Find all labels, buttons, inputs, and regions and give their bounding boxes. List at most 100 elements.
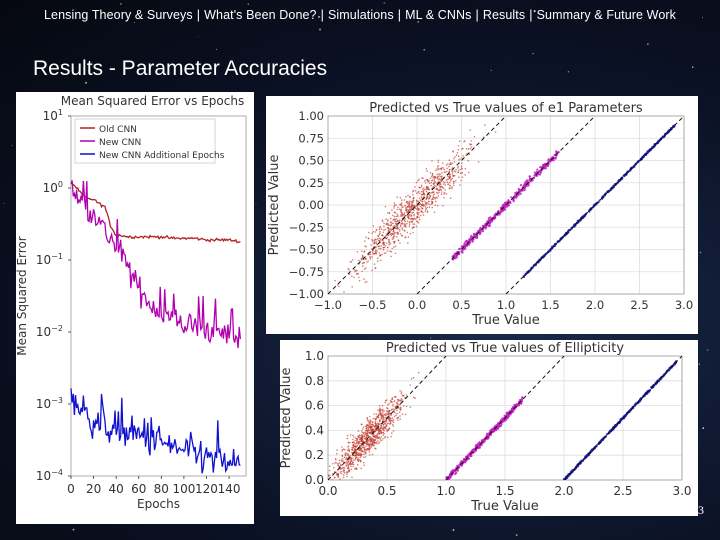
data-point-series-1	[408, 200, 411, 202]
data-point-series-1	[393, 246, 395, 248]
data-point-series-1	[345, 463, 347, 465]
data-point-series-1	[398, 403, 400, 406]
data-point-series-1	[420, 184, 423, 187]
nav-item-whats-been-done[interactable]: What's Been Done?	[204, 8, 317, 22]
data-point-series-1	[362, 432, 365, 435]
data-point-series-1	[417, 190, 420, 193]
data-point-series-1	[396, 213, 398, 215]
data-point-series-1	[385, 252, 387, 254]
data-point-series-1	[401, 227, 403, 229]
data-point-series-1	[403, 213, 405, 216]
data-point-series-2	[536, 168, 539, 171]
data-point-series-2	[528, 177, 532, 180]
data-point-series-1	[396, 196, 398, 198]
data-point-series-1	[372, 253, 374, 255]
data-point-series-1	[382, 438, 384, 440]
data-point-series-1	[386, 422, 389, 425]
data-point-series-1	[437, 173, 440, 175]
data-point-series-1	[426, 179, 429, 182]
data-point-series-1	[357, 442, 359, 445]
data-point-series-1	[369, 422, 372, 424]
data-point-series-1	[420, 194, 423, 196]
y-tick-label: 0.8	[305, 374, 324, 388]
data-point-series-1	[406, 220, 409, 223]
data-point-series-2	[448, 478, 451, 480]
data-point-series-1	[414, 190, 417, 192]
data-point-series-2	[453, 252, 456, 255]
x-tick-label: 1.0	[497, 298, 515, 312]
data-point-series-1	[380, 228, 383, 230]
nav-item-simulations[interactable]: Simulations	[327, 8, 394, 22]
data-point-series-1	[422, 177, 424, 179]
data-point-series-1	[376, 238, 379, 240]
data-point-series-1	[371, 425, 374, 428]
data-point-series-1	[347, 267, 349, 270]
data-point-series-1	[388, 419, 391, 421]
data-point-series-1	[393, 235, 395, 238]
data-point-series-1	[377, 442, 380, 445]
data-point-series-1	[341, 460, 343, 462]
x-tick-label: 120	[195, 482, 218, 496]
data-point-series-1	[391, 222, 393, 225]
nav-item-summary[interactable]: Summary & Future Work	[536, 8, 676, 22]
data-point-series-1	[377, 416, 379, 419]
x-tick-label: 2.5	[613, 484, 632, 498]
data-point-series-1	[433, 182, 435, 184]
ellipticity-chart-panel: Predicted vs True values of Ellipticity 0…	[279, 340, 698, 516]
data-point-series-1	[434, 184, 436, 187]
data-point-series-1	[369, 258, 372, 260]
data-point-series-1	[360, 440, 363, 442]
data-point-series-1	[349, 441, 351, 444]
data-point-series-1	[393, 225, 395, 227]
data-point-series-1	[428, 206, 431, 208]
nav-item-lensing-theory[interactable]: Lensing Theory & Surveys	[43, 8, 193, 22]
data-point-series-1	[384, 401, 386, 404]
data-point-series-1	[403, 215, 406, 217]
data-point-series-1	[399, 233, 402, 235]
data-point-series-1	[442, 181, 445, 183]
data-point-series-1	[427, 202, 430, 205]
data-point-series-1	[385, 234, 388, 236]
data-point-series-1	[343, 456, 346, 459]
data-point-series-1	[429, 194, 432, 197]
data-point-series-1	[412, 189, 415, 192]
data-point-series-1	[390, 435, 393, 438]
data-point-series-1	[408, 201, 411, 204]
data-point-series-1	[370, 244, 372, 246]
data-point-series-1	[410, 203, 413, 205]
data-point-series-1	[396, 412, 398, 415]
data-point-series-1	[340, 470, 343, 473]
star	[553, 16, 555, 17]
nav-item-ml-cnns[interactable]: ML & CNNs	[405, 8, 472, 22]
data-point-series-1	[341, 464, 343, 467]
data-point-series-1	[374, 420, 377, 422]
data-point-series-1	[437, 175, 439, 178]
data-point-series-1	[385, 414, 387, 417]
data-point-series-1	[351, 476, 353, 479]
data-point-series-3	[653, 145, 656, 148]
y-tick-label: 0.0	[305, 473, 324, 487]
data-point-series-1	[377, 245, 380, 248]
data-point-series-1	[432, 198, 434, 201]
data-point-series-1	[363, 448, 365, 450]
star	[229, 62, 231, 65]
data-point-series-1	[450, 180, 452, 182]
data-point-series-1	[381, 253, 383, 256]
data-point-series-2	[493, 216, 496, 219]
mse-chart-panel: Mean Squared Error vs Epochs 101 100 10−1 10…	[15, 92, 254, 524]
nav-item-results[interactable]: Results	[482, 8, 526, 22]
data-point-series-1	[376, 250, 378, 252]
data-point-series-1	[375, 423, 377, 426]
data-point-series-1	[384, 399, 387, 402]
data-point-series-1	[431, 160, 433, 162]
data-point-series-1	[338, 285, 340, 288]
data-point-series-1	[446, 175, 449, 177]
data-point-series-1	[384, 425, 386, 428]
data-point-series-2	[512, 198, 515, 202]
data-point-series-1	[328, 474, 330, 477]
data-point-series-3	[639, 398, 642, 401]
data-point-series-1	[400, 392, 403, 395]
data-point-series-1	[442, 167, 445, 169]
data-point-series-1	[360, 444, 363, 446]
